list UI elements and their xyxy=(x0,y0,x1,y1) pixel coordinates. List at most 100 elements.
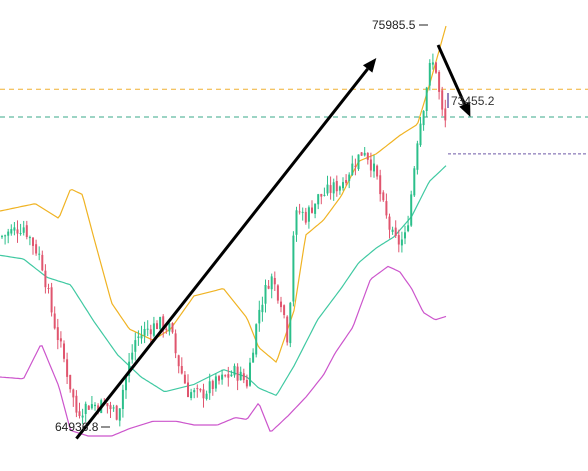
candle-body xyxy=(97,405,100,412)
candle-body xyxy=(190,392,193,398)
candle-body xyxy=(276,285,279,301)
candle-body xyxy=(131,352,134,360)
candle-body xyxy=(63,343,65,359)
candle-body xyxy=(152,323,155,336)
candle-body xyxy=(75,395,78,413)
candle-body xyxy=(211,380,214,389)
candle-body xyxy=(267,285,270,289)
candle-body xyxy=(47,288,50,289)
candle-body xyxy=(239,371,242,381)
candle-body xyxy=(205,393,208,399)
middle-bollinger-band xyxy=(0,165,447,397)
candle-body xyxy=(28,237,31,239)
candle-body xyxy=(149,329,152,335)
candle-body xyxy=(354,165,357,167)
candle-body xyxy=(428,63,431,86)
candle-body xyxy=(323,194,326,196)
candle-body xyxy=(32,237,34,246)
candle-body xyxy=(360,152,363,156)
candle-body xyxy=(373,163,375,172)
candle-body xyxy=(140,335,143,339)
candle-body xyxy=(351,163,354,175)
arrow-head-icon xyxy=(459,101,471,117)
candle-body xyxy=(292,235,295,302)
candle-body xyxy=(425,87,428,111)
candle-body xyxy=(416,143,419,170)
candle-body xyxy=(146,328,149,330)
candle-body xyxy=(391,229,394,232)
candle-body xyxy=(289,302,292,344)
arrow-shaft xyxy=(75,68,369,440)
candle-body xyxy=(128,361,131,376)
candle-body xyxy=(174,333,177,354)
candle-body xyxy=(44,270,47,288)
candle-body xyxy=(199,389,202,391)
candle-body xyxy=(348,174,351,182)
candle-body xyxy=(193,390,196,393)
candle-body xyxy=(50,287,53,313)
candle-body xyxy=(394,227,397,236)
candle-body xyxy=(53,313,56,329)
candle-body xyxy=(121,389,124,409)
candle-body xyxy=(270,276,273,290)
candle-body xyxy=(307,207,310,222)
candle-body xyxy=(90,404,93,409)
candle-body xyxy=(413,168,416,196)
arrow-head-icon xyxy=(362,57,377,73)
candle-body xyxy=(249,362,251,386)
candle-body xyxy=(286,316,289,343)
candle-body xyxy=(404,232,406,239)
candle-body xyxy=(435,62,437,73)
candle-body xyxy=(208,381,211,394)
candle-body xyxy=(258,309,261,324)
candle-body xyxy=(143,329,146,336)
candle-body xyxy=(177,355,180,367)
candle-body xyxy=(112,407,115,409)
candle-body xyxy=(13,227,16,231)
candle-body xyxy=(419,123,422,146)
upper-bollinger-band xyxy=(0,25,447,363)
candle-body xyxy=(87,405,90,410)
candle-body xyxy=(329,185,332,193)
current-price-label: 73455.2 xyxy=(451,94,495,108)
candle-body xyxy=(280,301,282,308)
candle-body xyxy=(252,352,255,363)
candle-body xyxy=(214,376,217,389)
candle-body xyxy=(363,152,366,156)
candle-body xyxy=(320,194,323,197)
candle-body xyxy=(376,165,379,177)
candle-body xyxy=(410,194,413,226)
candle-body xyxy=(66,359,69,377)
candle-body xyxy=(366,153,369,160)
candle-body xyxy=(16,229,19,234)
candle-body xyxy=(78,411,81,416)
candle-body xyxy=(38,253,41,255)
candle-body xyxy=(261,304,264,313)
candle-body xyxy=(115,405,118,420)
candle-body xyxy=(187,382,189,397)
candle-body xyxy=(379,175,382,195)
candle-body xyxy=(233,365,236,376)
candle-body xyxy=(345,180,348,184)
candle-body xyxy=(382,192,385,201)
candle-body xyxy=(242,373,245,381)
candle-body xyxy=(342,182,344,189)
candle-body xyxy=(295,210,298,235)
candle-body xyxy=(407,225,410,232)
high-price-label: 75985.5 xyxy=(372,18,416,32)
candle-body xyxy=(304,211,307,223)
candle-body xyxy=(438,72,441,92)
candle-body xyxy=(134,340,137,352)
candle-body xyxy=(159,317,162,329)
annotation-labels: 64936.8 75985.5 73455.2 xyxy=(55,18,495,434)
candle-body xyxy=(335,181,338,192)
candle-body xyxy=(19,233,22,234)
candle-body xyxy=(224,375,227,377)
candle-body xyxy=(41,254,44,271)
candle-body xyxy=(317,194,320,205)
candle-body xyxy=(255,324,258,355)
candle-body xyxy=(22,227,25,233)
candle-body xyxy=(156,323,158,329)
